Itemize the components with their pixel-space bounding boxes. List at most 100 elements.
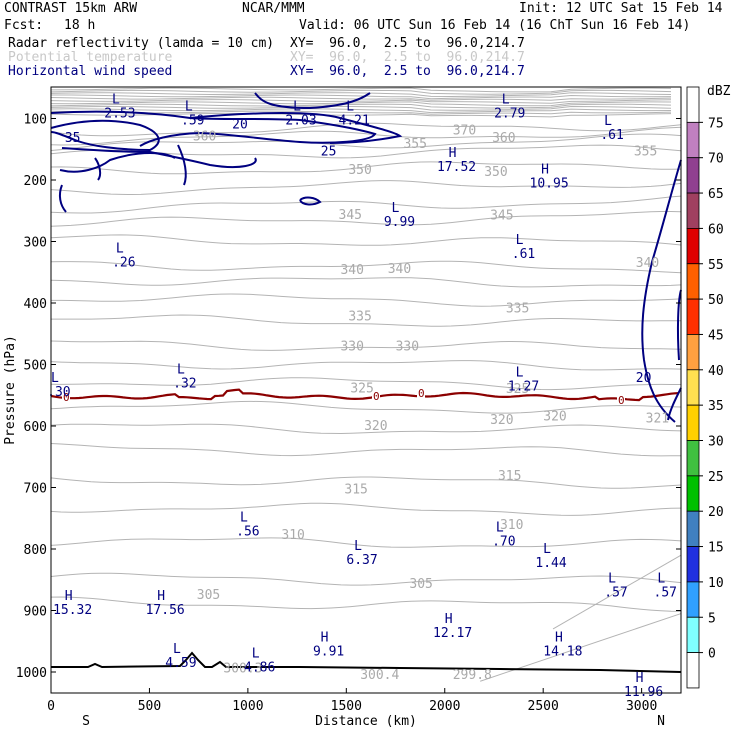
theta-contour-line	[50, 161, 682, 175]
extremum-label: L1.27	[508, 365, 539, 394]
extremum-value: 10.95	[530, 176, 569, 191]
theta-label: 305	[409, 577, 432, 592]
extremum-value: 4.86	[244, 660, 275, 675]
wind-speed-contour	[59, 152, 176, 173]
extremum-label: L.30	[47, 371, 70, 400]
extremum-label: L.61	[512, 233, 535, 262]
theta-label: 320	[364, 419, 387, 434]
extremum-label: L.57	[654, 571, 677, 600]
theta-contour-line	[50, 360, 682, 371]
theta-label: 340	[340, 263, 363, 278]
wind-speed-label: 20	[232, 117, 248, 132]
extremum-label: L.70	[492, 520, 515, 549]
zero-label-gap	[372, 391, 380, 401]
low-marker: L	[502, 92, 510, 107]
colorbar-swatch	[686, 263, 700, 300]
theta-contour-line	[50, 180, 682, 196]
wind-speed-contour	[61, 147, 257, 168]
theta-label: 360	[193, 130, 216, 145]
extremum-value: 9.99	[384, 215, 415, 230]
y-tick-label: 600	[24, 420, 47, 435]
theta-label: 300.3	[223, 662, 262, 677]
low-marker: L	[516, 233, 524, 248]
extremum-value: 12.17	[433, 626, 472, 641]
theta-label: 299.8	[453, 668, 492, 683]
extremum-label: H17.52	[437, 146, 476, 175]
low-marker: L	[177, 362, 185, 377]
wind-speed-contour	[641, 159, 682, 423]
zero-label-gap	[62, 392, 70, 402]
low-marker: L	[543, 542, 551, 557]
colorbar-swatch	[686, 157, 700, 194]
theta-contour-line	[51, 314, 681, 327]
zero-label-gap	[417, 388, 425, 398]
extremum-value: .56	[236, 524, 259, 539]
y-tick-label: 800	[24, 543, 47, 558]
low-marker: L	[608, 571, 616, 586]
low-marker: L	[392, 201, 400, 216]
theta-contours	[50, 122, 682, 682]
extremum-value: .61	[512, 247, 535, 262]
theta-contour-line	[50, 377, 681, 391]
wind-speed-contours	[50, 92, 682, 423]
theta-label: 350	[348, 163, 371, 178]
theta-band-line	[50, 89, 672, 95]
colorbar-level-label: 55	[708, 258, 724, 273]
low-marker: L	[657, 571, 665, 586]
theta-label: 360	[492, 131, 515, 146]
wind-speed-contour	[667, 387, 682, 421]
colorbar-swatch	[686, 616, 700, 653]
wind-speed-label: 20	[636, 371, 652, 386]
x-tick-label: 1000	[232, 699, 263, 714]
theta-contour-line	[50, 133, 682, 151]
colorbar-swatch	[686, 510, 700, 547]
theta-label: 350	[484, 165, 507, 180]
low-marker: L	[240, 510, 248, 525]
colorbar-level-label: 45	[708, 328, 724, 343]
low-marker: L	[516, 365, 524, 380]
theta-contour-line	[50, 537, 682, 548]
theta-label: 355	[634, 144, 657, 159]
wind-speed-contour	[50, 110, 377, 147]
field-name-wind: Horizontal wind speed	[8, 64, 173, 79]
extremum-value: 1.27	[508, 379, 539, 394]
theta-contour-line	[51, 293, 682, 307]
wind-speed-label: 35	[65, 131, 81, 146]
extremum-value: 4.59	[165, 656, 196, 671]
x-axis-title: Distance (km)	[315, 714, 417, 729]
valid-time: Valid: 06 UTC Sun 16 Feb 14 (16 ChT Sun …	[299, 18, 691, 33]
extremum-label: L4.59	[165, 642, 196, 671]
extremum-value: .57	[604, 585, 627, 600]
extremum-label: L9.99	[384, 201, 415, 230]
field-name-reflectivity: Radar reflectivity (lamda = 10 cm)	[8, 36, 275, 51]
y-tick-label: 400	[24, 297, 47, 312]
extremum-label: H9.91	[313, 630, 344, 659]
extremum-label: H11.96	[624, 671, 663, 700]
y-tick-label: 500	[24, 359, 47, 374]
colorbar-level-label: 10	[708, 576, 724, 591]
wind-speed-label: 25	[321, 144, 337, 159]
extremum-label: L2.79	[494, 92, 525, 121]
low-marker: L	[346, 100, 354, 115]
zero-label-gap	[617, 395, 625, 405]
colorbar-level-label: 40	[708, 364, 724, 379]
theta-label: 305	[197, 588, 220, 603]
colorbar-level-label: 25	[708, 470, 724, 485]
colorbar-level-label: 60	[708, 222, 724, 237]
colorbar-level-label: 15	[708, 541, 724, 556]
theta-label: 335	[506, 301, 529, 316]
colorbar-swatch	[686, 546, 700, 583]
theta-band-line	[50, 108, 672, 114]
theta-label: 300.4	[360, 668, 399, 683]
zero-contour-label: 0	[373, 390, 380, 403]
theta-contour-line	[50, 596, 682, 612]
upper-theta-band	[50, 87, 672, 118]
theta-contour-line	[50, 211, 682, 227]
extremum-value: 2.79	[494, 106, 525, 121]
colorbar-level-label: 35	[708, 399, 724, 414]
terrain-profile	[51, 651, 682, 673]
zero-contour-label: 0	[618, 394, 625, 407]
